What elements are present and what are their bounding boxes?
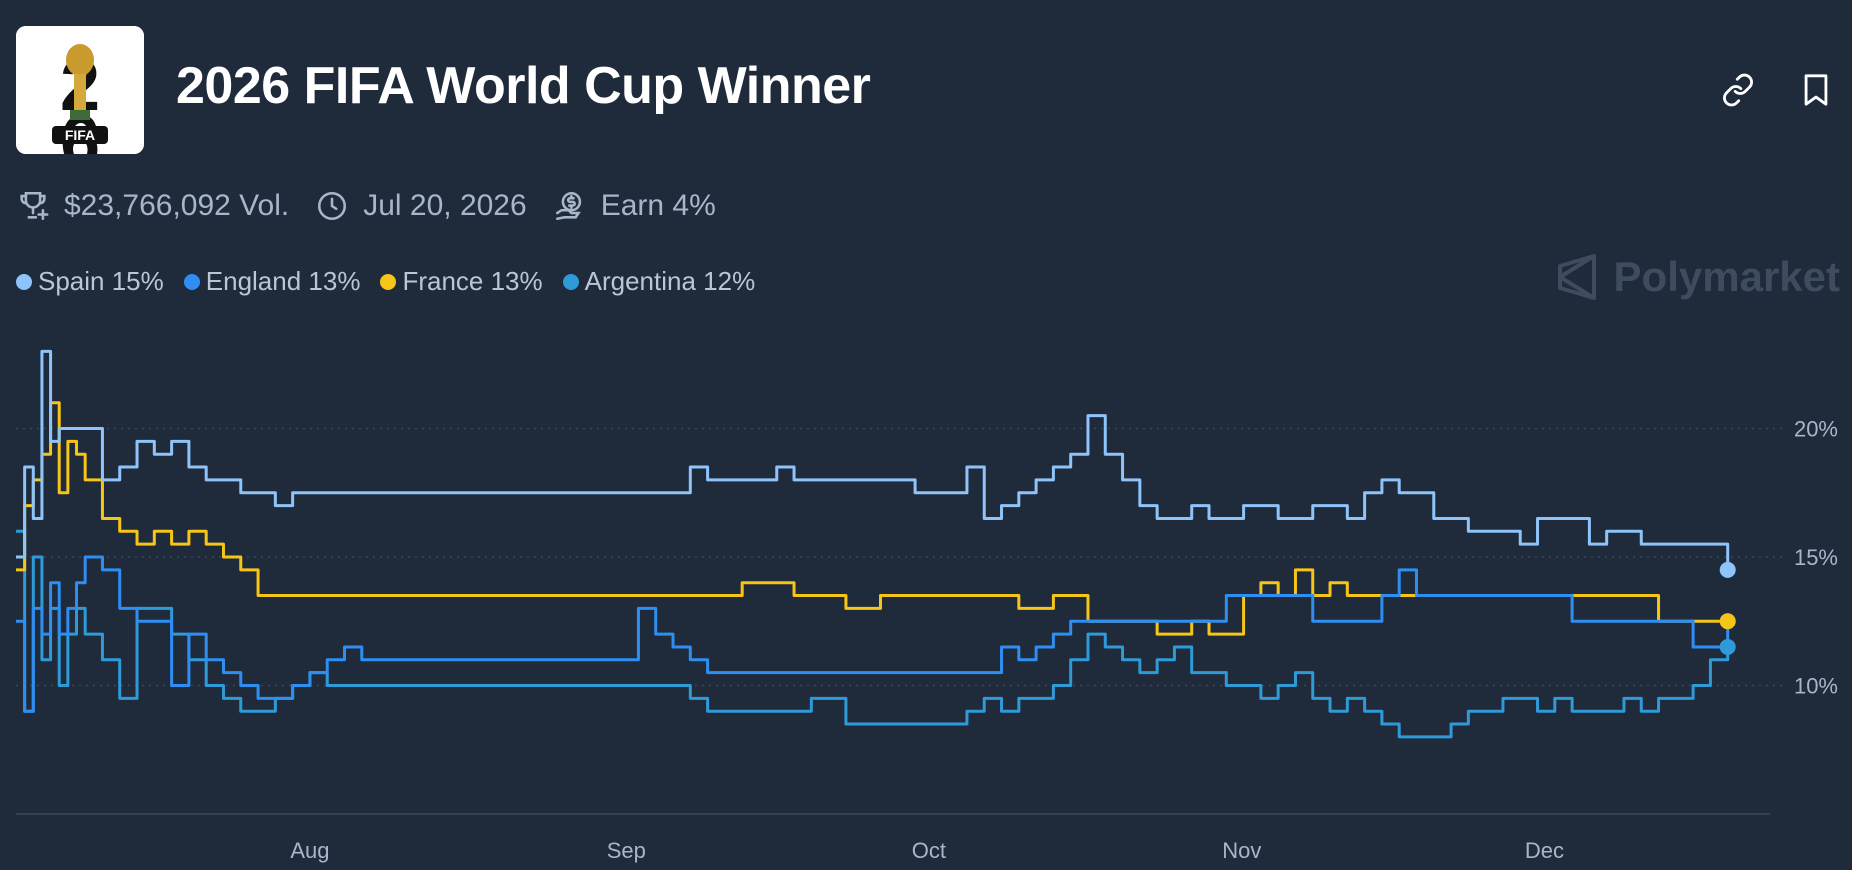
x-tick-label: Nov [1222,838,1261,863]
end-date-text: Jul 20, 2026 [363,189,527,222]
legend-item-argentina: Argentina 12% [562,266,756,297]
legend-label-france: France 13% [402,266,543,296]
end-date-info: Jul 20, 2026 [315,189,527,223]
earn-info[interactable]: Earn 4% [553,189,716,223]
x-tick-label: Oct [912,838,946,863]
copy-link-button[interactable] [1718,70,1758,110]
link-icon [1723,73,1753,107]
legend-dot-france [380,273,397,290]
market-meta: $23,766,092 Vol. Jul 20, 2026 Earn 4% [16,186,716,226]
series-line-spain [16,349,1730,570]
page-title: 2026 FIFA World Cup Winner [176,57,871,115]
y-tick-label: 20% [1794,417,1838,442]
world-cup-trophy-logo: 2 6 FIFA [16,26,144,154]
event-logo: 2 6 FIFA [16,26,144,154]
volume-info: $23,766,092 Vol. [16,189,289,223]
legend-label-spain: Spain 15% [38,266,164,296]
trophy-icon [20,191,49,221]
legend-label-england: England 13% [205,266,361,296]
price-history-chart: 10% 15% 20% Aug Sep Oct Nov Dec [16,349,1838,863]
series-line-france [16,401,1728,636]
x-tick-label: Sep [607,838,646,863]
bookmark-button[interactable] [1796,70,1836,110]
header-actions [1718,70,1836,110]
polymarket-logo-icon [1557,254,1596,300]
brand-name: Polymarket [1613,253,1840,300]
legend-dot-spain [16,273,32,290]
legend-dot-england [183,273,200,290]
y-tick-label: 10% [1794,674,1838,699]
chart-legend: Spain 15% England 13% France 13% Argenti… [16,266,755,297]
legend-label-argentina: Argentina 12% [584,266,756,296]
series-line-argentina [16,529,1730,739]
earn-text: Earn 4% [600,189,716,222]
end-point-france [1719,613,1736,630]
y-tick-label: 15% [1794,545,1838,570]
legend-item-england: England 13% [183,266,361,297]
earn-coin-icon [555,191,581,221]
volume-text: $23,766,092 Vol. [64,189,290,222]
svg-text:FIFA: FIFA [65,127,95,143]
end-point-spain [1719,561,1736,578]
x-tick-label: Dec [1525,838,1564,863]
clock-icon [318,191,347,221]
end-point-argentina [1719,638,1736,655]
legend-dot-argentina [562,273,579,290]
polymarket-watermark: Polymarket [1554,252,1840,302]
legend-item-spain: Spain 15% [16,266,164,297]
legend-item-france: France 13% [380,266,543,297]
bookmark-icon [1804,74,1828,106]
series-line-england [16,555,1730,713]
x-tick-label: Aug [290,838,329,863]
